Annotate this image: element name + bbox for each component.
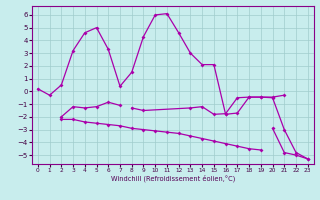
X-axis label: Windchill (Refroidissement éolien,°C): Windchill (Refroidissement éolien,°C) — [111, 175, 235, 182]
